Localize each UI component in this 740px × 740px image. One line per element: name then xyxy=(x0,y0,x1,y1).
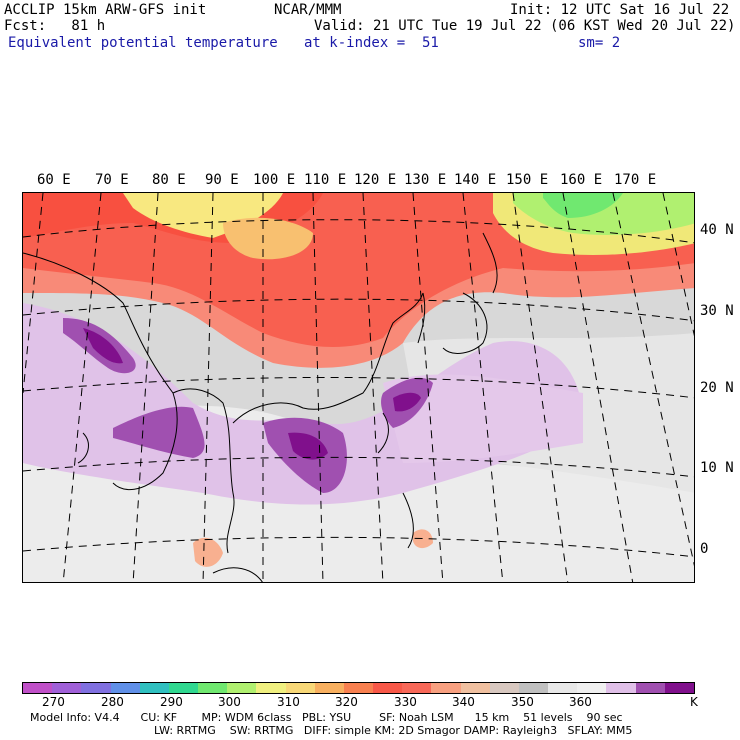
colorbar-swatch xyxy=(518,683,549,693)
colorbar-swatch xyxy=(81,683,111,693)
lon-label: 170 E xyxy=(614,172,657,188)
colorbar-tick-label: 300 xyxy=(218,695,241,709)
map-canvas xyxy=(23,193,694,582)
lat-label: 40 N xyxy=(700,222,734,238)
colorbar-swatch xyxy=(52,683,82,693)
colorbar-swatch xyxy=(664,683,694,693)
lon-label: 160 E xyxy=(560,172,603,188)
lon-label: 140 E xyxy=(454,172,497,188)
colorbar-swatch xyxy=(431,683,461,693)
field-name: Equivalent potential temperature xyxy=(8,35,278,51)
lon-label: 70 E xyxy=(95,172,129,188)
colorbar-swatch xyxy=(489,683,519,693)
model-title: ACCLIP 15km ARW-GFS init xyxy=(4,2,207,18)
colorbar-tick-label: 350 xyxy=(511,695,534,709)
colorbar-unit: K xyxy=(690,695,698,709)
colorbar-swatch xyxy=(577,683,607,693)
colorbar xyxy=(22,682,695,694)
model-info-line2: LW: RRTMG SW: RRTMG DIFF: simple KM: 2D … xyxy=(154,724,633,737)
lon-label: 120 E xyxy=(354,172,397,188)
lon-label: 150 E xyxy=(506,172,549,188)
lon-label: 80 E xyxy=(152,172,186,188)
colorbar-swatch xyxy=(343,683,374,693)
colorbar-swatch xyxy=(460,683,490,693)
colorbar-swatch xyxy=(635,683,665,693)
lon-label: 90 E xyxy=(205,172,239,188)
colorbar-swatch xyxy=(23,683,53,693)
institution-label: NCAR/MMM xyxy=(274,2,342,18)
colorbar-tick-label: 280 xyxy=(101,695,124,709)
colorbar-swatch xyxy=(548,683,578,693)
lat-label: 10 N xyxy=(700,460,734,476)
colorbar-swatch xyxy=(198,683,228,693)
lon-label: 110 E xyxy=(304,172,347,188)
level-index: at k-index = 51 xyxy=(304,35,439,51)
smoothing-value: sm= 2 xyxy=(578,35,621,51)
forecast-hour: Fcst: 81 h xyxy=(4,18,106,34)
colorbar-swatch xyxy=(256,683,286,693)
colorbar-tick-label: 310 xyxy=(277,695,300,709)
lat-label: 0 xyxy=(700,541,709,557)
theta-e-map xyxy=(22,192,695,583)
colorbar-swatch xyxy=(110,683,140,693)
valid-time: Valid: 21 UTC Tue 19 Jul 22 (06 KST Wed … xyxy=(314,18,736,34)
colorbar-tick-label: 360 xyxy=(569,695,592,709)
colorbar-swatch xyxy=(373,683,403,693)
lon-label: 60 E xyxy=(37,172,71,188)
colorbar-tick-label: 270 xyxy=(42,695,65,709)
colorbar-tick-label: 290 xyxy=(160,695,183,709)
colorbar-tick-label: 320 xyxy=(335,695,358,709)
colorbar-tick-label: 330 xyxy=(394,695,417,709)
colorbar-tick-label: 340 xyxy=(452,695,475,709)
init-time: Init: 12 UTC Sat 16 Jul 22 xyxy=(510,2,730,18)
colorbar-swatch xyxy=(285,683,315,693)
colorbar-swatch xyxy=(227,683,257,693)
colorbar-swatch xyxy=(168,683,199,693)
lon-label: 100 E xyxy=(253,172,296,188)
model-info-line1: Model Info: V4.4 CU: KF MP: WDM 6class P… xyxy=(30,711,623,724)
colorbar-swatch xyxy=(402,683,432,693)
colorbar-swatch xyxy=(139,683,169,693)
colorbar-swatch xyxy=(314,683,344,693)
lat-label: 30 N xyxy=(700,303,734,319)
lon-label: 130 E xyxy=(404,172,447,188)
colorbar-swatch xyxy=(606,683,636,693)
lat-label: 20 N xyxy=(700,380,734,396)
